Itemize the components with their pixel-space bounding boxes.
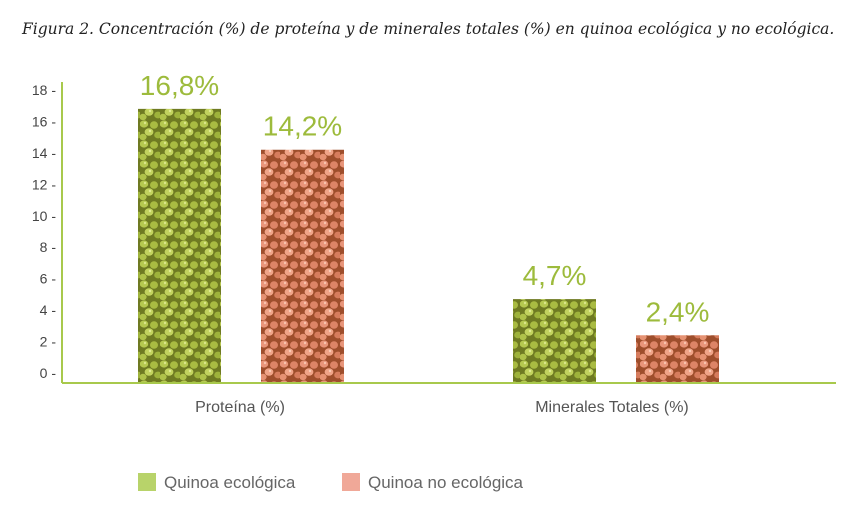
y-tick-label: 6 - [40,271,57,287]
legend-label: Quinoa ecológica [164,473,296,492]
y-tick-label: 12 - [32,176,56,192]
bar-no-ecologica-1 [636,335,719,382]
data-label: 2,4% [646,296,710,327]
chart-title: Figura 2. Concentración (%) de proteína … [22,20,835,38]
y-tick-label: 10 - [32,208,56,224]
bar-no-ecologica-0 [261,149,344,382]
y-tick-label: 16 - [32,113,56,129]
data-label: 4,7% [523,260,587,291]
y-tick-label: 8 - [40,239,57,255]
x-category-label: Proteína (%) [195,399,285,416]
y-tick-label: 2 - [40,334,57,350]
data-label: 16,8% [140,70,219,101]
legend-label: Quinoa no ecológica [368,473,524,492]
x-category-label: Minerales Totales (%) [535,399,689,416]
y-tick-label: 0 - [40,365,57,381]
bar-ecologica-1 [513,299,596,382]
legend-swatch [342,473,360,491]
bar-ecologica-0 [138,108,221,382]
y-tick-label: 4 - [40,302,57,318]
y-tick-label: 18 - [32,82,56,98]
legend-swatch [138,473,156,491]
y-tick-label: 14 - [32,145,56,161]
data-label: 14,2% [263,111,342,142]
